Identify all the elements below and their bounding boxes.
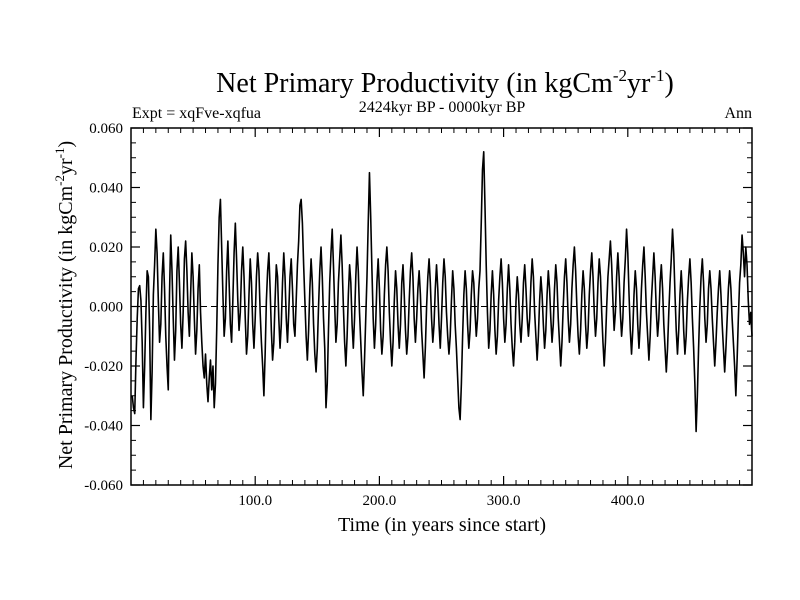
chart-title-mid: yr [627,68,651,99]
x-tick-label: 200.0 [363,493,397,509]
series-line-0 [131,151,753,433]
x-tick-label: 400.0 [611,493,645,509]
y-tick-label: -0.060 [84,478,123,494]
chart-title-suffix: ) [664,68,673,99]
y-tick-label: -0.020 [84,359,123,375]
tick-labels-group: 100.0 200.0 300.0 400.0 -0.060 -0.040 -0.020 0.… [84,121,644,509]
axis-ticks-group [131,127,752,486]
experiment-label: Expt = xqFve-xqfua [132,105,261,122]
chart-title-sup2: -1 [650,66,664,85]
y-tick-label: 0.000 [89,300,123,316]
y-axis-label-mid: yr [55,158,77,175]
y-tick-label: 0.060 [89,121,123,137]
time-range-label: 2424kyr BP - 0000kyr BP [359,99,526,116]
y-axis-label: Net Primary Productivity (in kgCm-2yr-1) [52,141,77,469]
x-tick-label: 300.0 [487,493,521,509]
x-axis-label: Time (in years since start) [338,514,546,536]
y-axis-label-suffix: ) [55,141,77,148]
y-axis-label-prefix: Net Primary Productivity (in kgCm [55,185,77,469]
y-axis-label-sup2: -1 [52,148,67,159]
chart-title-prefix: Net Primary Productivity (in kgCm [216,68,613,99]
y-axis-label-sup1: -2 [52,175,67,186]
y-tick-label: 0.040 [89,181,123,197]
y-tick-label: 0.020 [89,240,123,256]
chart-title: Net Primary Productivity (in kgCm-2yr-1) [216,66,674,99]
plot-frame [130,127,753,486]
x-tick-label: 100.0 [238,493,272,509]
chart-title-sup1: -2 [613,66,627,85]
y-tick-label: -0.040 [84,419,123,435]
season-label: Ann [724,105,752,122]
data-series-group [131,151,753,433]
